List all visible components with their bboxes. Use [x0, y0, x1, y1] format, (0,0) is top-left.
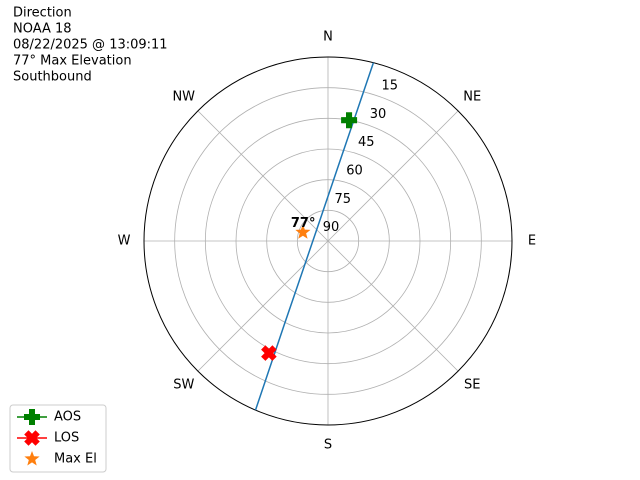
legend-marker [24, 430, 40, 446]
azimuth-label: SW [173, 378, 194, 393]
marker [341, 112, 358, 129]
annotation: 08/22/2025 @ 13:09:11 [13, 38, 168, 53]
grid-spoke [327, 110, 459, 242]
annotation: Direction [13, 6, 72, 21]
annotation: 77° Max Elevation [13, 54, 132, 69]
grid-spoke [197, 240, 329, 372]
annotation: NOAA 18 [13, 22, 72, 37]
legend-label: Max El [54, 452, 97, 467]
grid-spoke [197, 110, 329, 242]
azimuth-label: E [528, 234, 536, 249]
azimuth-label: NE [463, 89, 481, 104]
track-line [254, 62, 375, 411]
azimuth-label: NW [172, 89, 195, 104]
azimuth-label: S [324, 438, 332, 453]
outer-circle [143, 56, 513, 426]
radial-tick-label: 45 [358, 135, 375, 150]
radial-tick-label: 75 [335, 192, 352, 207]
radial-tick-label: 90 [323, 220, 340, 235]
value-label: 77° [291, 216, 316, 231]
marker [261, 345, 277, 361]
annotation: Southbound [13, 70, 92, 85]
legend-label: LOS [54, 431, 79, 446]
radial-tick-label: 60 [346, 163, 363, 178]
azimuth-label: N [323, 30, 333, 45]
azimuth-label: W [118, 234, 131, 249]
radial-tick-label: 30 [370, 107, 387, 122]
grid-spoke [327, 240, 459, 372]
azimuth-label: SE [464, 378, 480, 393]
legend-marker [24, 409, 40, 425]
legend-marker [24, 451, 40, 466]
marker [295, 224, 311, 239]
radial-tick-label: 15 [381, 78, 398, 93]
legend-label: AOS [54, 410, 81, 425]
